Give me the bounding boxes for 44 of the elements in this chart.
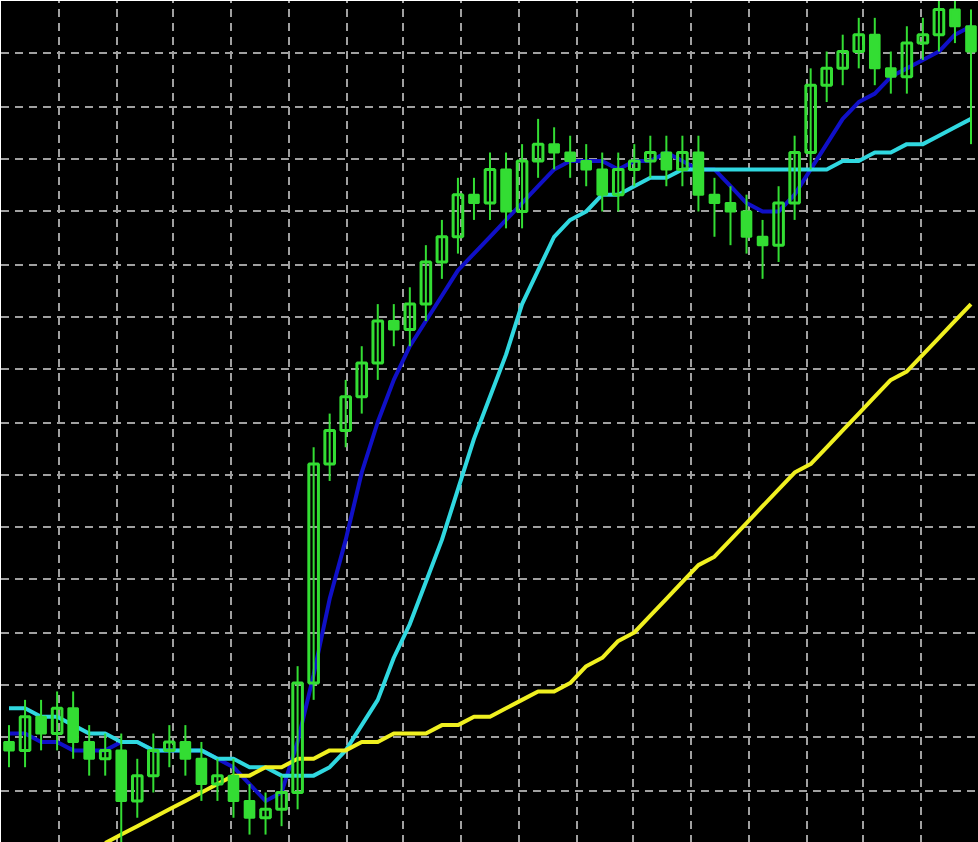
candlestick (548, 126, 560, 171)
candlestick (403, 286, 417, 348)
candlestick (932, 1, 946, 53)
candlestick (596, 151, 609, 213)
candlestick (35, 698, 47, 752)
candlestick (676, 134, 689, 188)
candlestick (885, 50, 897, 95)
candlestick (227, 757, 240, 819)
candlestick (660, 134, 673, 188)
candlestick (900, 25, 914, 95)
candlestick (130, 757, 144, 819)
candlestick (531, 117, 545, 179)
candlestick (195, 740, 208, 802)
candlestick (483, 151, 497, 221)
candlestick (211, 757, 224, 802)
candlestick (83, 724, 95, 777)
candlestick (435, 218, 449, 280)
candlestick (451, 176, 465, 255)
candlestick (18, 698, 32, 769)
candlestick (564, 134, 576, 179)
candlestick (515, 143, 529, 230)
candlestick (307, 446, 320, 701)
candlestick (468, 176, 480, 221)
candlestick (949, 1, 961, 45)
candlestick (580, 143, 593, 188)
candlestick (708, 176, 721, 238)
candlestick (772, 185, 785, 264)
candlestick (868, 16, 881, 87)
candlestick (916, 16, 930, 61)
candlestick (179, 724, 192, 777)
candlestick (67, 690, 79, 760)
candlestick (419, 244, 433, 322)
candlestick (692, 134, 705, 213)
candlestick (50, 690, 64, 752)
candlestick (387, 303, 400, 348)
candlestick (644, 134, 657, 179)
candlestick (3, 724, 15, 769)
candlestick (724, 185, 737, 247)
candlestick (500, 151, 512, 230)
candlestick (243, 783, 256, 836)
candlestick (756, 218, 769, 280)
candlestick (820, 50, 833, 104)
candlestick (965, 8, 977, 146)
candlestick (740, 193, 753, 255)
